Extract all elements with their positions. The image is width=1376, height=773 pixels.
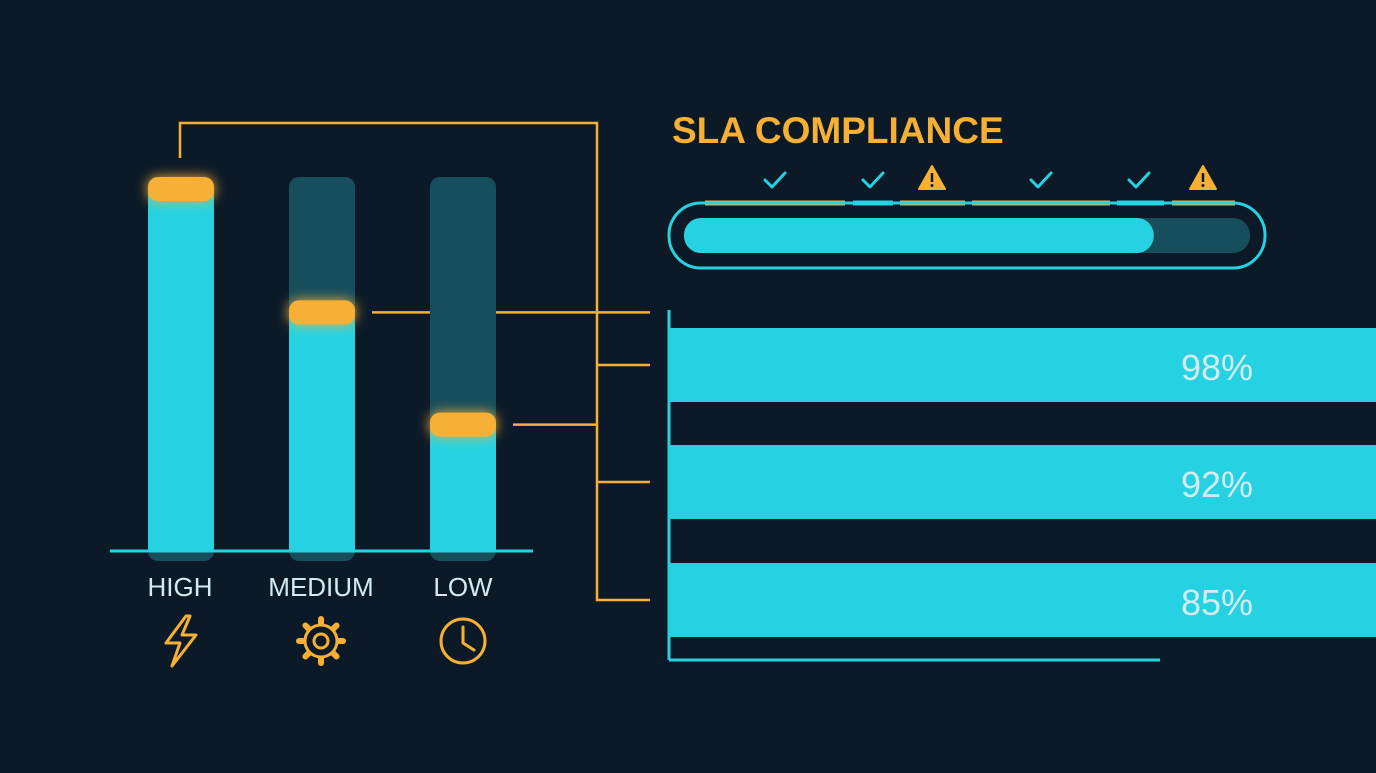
hbar-3 bbox=[670, 563, 1376, 637]
hbar-2 bbox=[670, 445, 1376, 519]
overall-progress-bar bbox=[667, 201, 1267, 270]
compliance-bars bbox=[670, 328, 1376, 637]
status-row bbox=[705, 165, 1235, 206]
bar-cap-medium bbox=[289, 300, 355, 325]
check-icon bbox=[763, 171, 787, 189]
clock-icon bbox=[439, 617, 487, 665]
bar-cap-high bbox=[148, 177, 214, 201]
bar-high bbox=[148, 189, 214, 551]
category-label-medium: MEDIUM bbox=[268, 572, 373, 602]
connector-high bbox=[178, 121, 650, 602]
hbar-1 bbox=[670, 328, 1376, 402]
gear-icon bbox=[296, 616, 346, 666]
lightning-icon bbox=[164, 614, 198, 668]
progress-fill bbox=[684, 218, 1154, 253]
percent-label-3: 85% bbox=[1181, 582, 1253, 623]
connector-lines bbox=[178, 121, 650, 602]
bar-low bbox=[430, 424, 496, 551]
check-icon bbox=[861, 171, 885, 189]
chart-title: SLA COMPLIANCE bbox=[672, 110, 1004, 151]
check-icon bbox=[1127, 171, 1151, 189]
bar-medium bbox=[289, 312, 355, 551]
warning-icon bbox=[1189, 165, 1217, 190]
warning-icon bbox=[918, 165, 946, 190]
check-icon bbox=[1029, 171, 1053, 189]
category-label-low: LOW bbox=[433, 572, 493, 602]
progress-frame bbox=[667, 201, 1267, 270]
priority-bars bbox=[148, 177, 496, 561]
percent-label-2: 92% bbox=[1181, 464, 1253, 505]
category-label-high: HIGH bbox=[148, 572, 213, 602]
bar-cap-low bbox=[430, 412, 496, 437]
percent-label-1: 98% bbox=[1181, 347, 1253, 388]
